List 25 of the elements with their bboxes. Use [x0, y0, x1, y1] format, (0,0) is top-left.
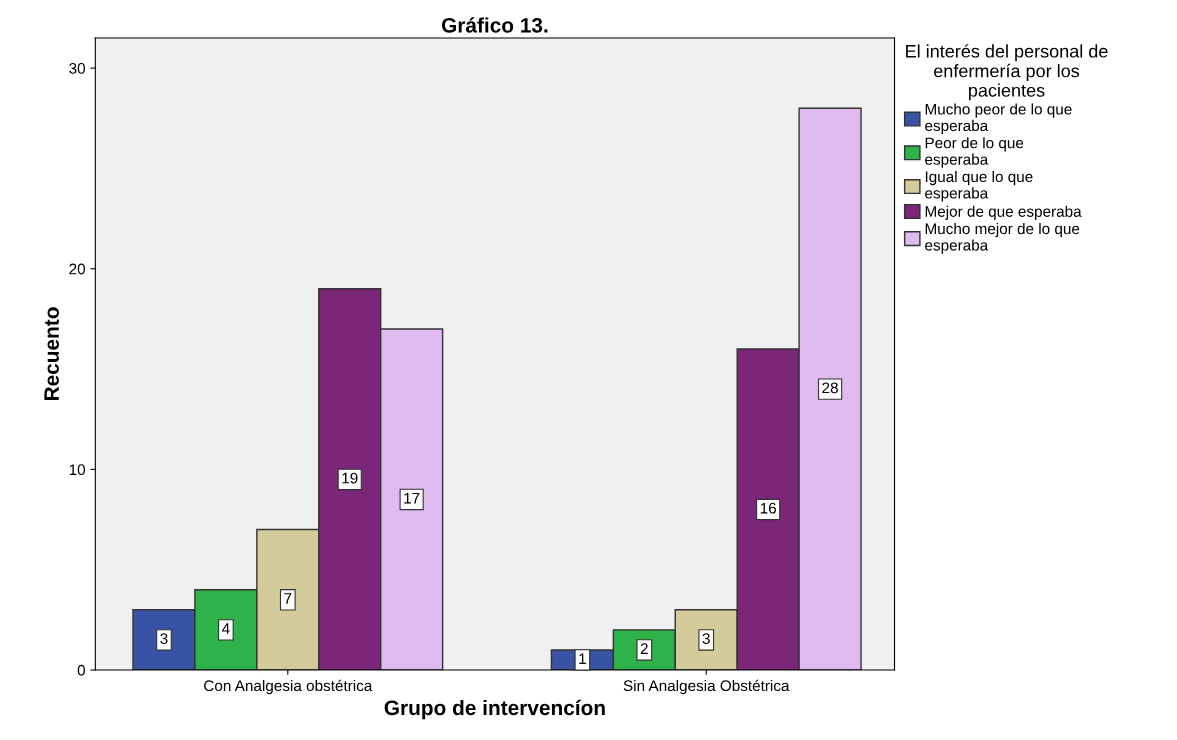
- data-label: 19: [342, 472, 358, 484]
- x-tick-label: Sin Analgesia Obstétrica: [623, 679, 790, 695]
- chart-title: Gráfico 13.: [441, 17, 548, 33]
- x-axis-title: Grupo de intervencíon: [384, 699, 605, 720]
- y-tick-label: 10: [69, 464, 86, 476]
- y-tick-label: 30: [69, 63, 86, 74]
- legend-label: Mucho mejor de lo que esperaba: [925, 222, 1080, 254]
- y-tick-label: 0: [77, 664, 86, 676]
- legend-label: Mejor de que esperaba: [925, 205, 1082, 220]
- data-label: 16: [760, 502, 776, 514]
- data-label: 28: [822, 382, 838, 394]
- data-label: 2: [640, 643, 648, 654]
- x-tick-label: Con Analgesia obstétrica: [204, 679, 373, 695]
- data-label: 7: [284, 593, 292, 604]
- y-tick-label: 20: [69, 263, 86, 275]
- data-label: 3: [702, 633, 710, 644]
- legend-label: Peor de lo que esperaba: [925, 137, 1024, 168]
- y-axis-title: Recuento: [44, 307, 59, 401]
- data-label: 4: [221, 623, 230, 634]
- data-label: 1: [579, 653, 586, 664]
- legend-label: Igual que lo que esperaba: [925, 170, 1033, 202]
- legend-title: El interés del personal de enfermería por los pacientes: [906, 44, 1108, 101]
- data-label: 17: [404, 492, 420, 504]
- data-label: 3: [160, 633, 168, 644]
- legend-label: Mucho peor de lo que esperaba: [925, 103, 1072, 135]
